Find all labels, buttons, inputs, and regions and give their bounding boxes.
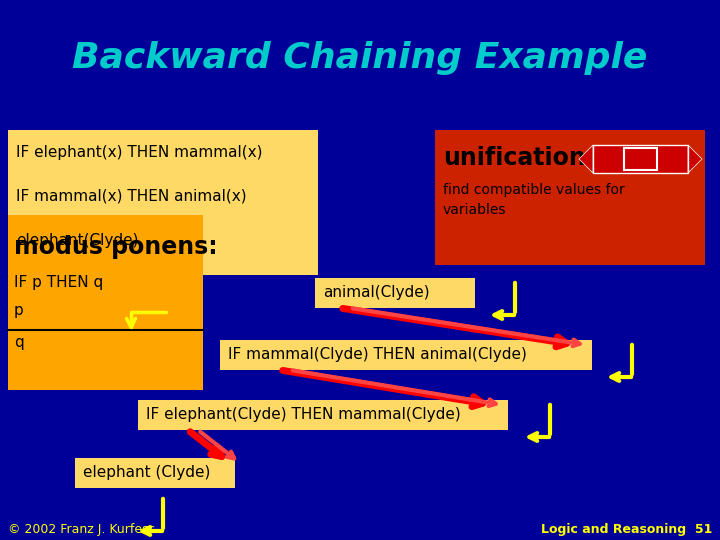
Text: find compatible values for
variables: find compatible values for variables xyxy=(443,183,625,217)
Bar xyxy=(315,278,475,308)
Bar xyxy=(138,400,508,430)
Text: q: q xyxy=(14,335,24,350)
Bar xyxy=(220,340,592,370)
Bar xyxy=(75,458,235,488)
Text: elephant (Clyde): elephant (Clyde) xyxy=(83,465,210,481)
Text: IF p THEN q: IF p THEN q xyxy=(14,275,103,290)
Text: p: p xyxy=(14,303,24,318)
Text: IF elephant(Clyde) THEN mammal(Clyde): IF elephant(Clyde) THEN mammal(Clyde) xyxy=(146,408,461,422)
Bar xyxy=(8,215,203,390)
Text: © 2002 Franz J. Kurfess: © 2002 Franz J. Kurfess xyxy=(8,523,155,537)
Bar xyxy=(593,145,688,173)
Text: animal(Clyde): animal(Clyde) xyxy=(323,286,430,300)
Bar xyxy=(435,130,705,265)
Text: unification:: unification: xyxy=(443,146,595,170)
Text: IF elephant(x) THEN mammal(x): IF elephant(x) THEN mammal(x) xyxy=(16,145,263,159)
Bar xyxy=(624,148,657,170)
Text: elephant(Clyde): elephant(Clyde) xyxy=(16,233,138,247)
Text: Backward Chaining Example: Backward Chaining Example xyxy=(72,41,648,75)
Bar xyxy=(8,130,318,275)
Text: IF mammal(Clyde) THEN animal(Clyde): IF mammal(Clyde) THEN animal(Clyde) xyxy=(228,348,527,362)
Text: IF mammal(x) THEN animal(x): IF mammal(x) THEN animal(x) xyxy=(16,188,247,204)
Bar xyxy=(593,145,688,173)
Text: Logic and Reasoning  51: Logic and Reasoning 51 xyxy=(541,523,712,537)
Polygon shape xyxy=(579,145,593,173)
Polygon shape xyxy=(688,145,702,173)
Text: modus ponens:: modus ponens: xyxy=(14,235,217,259)
